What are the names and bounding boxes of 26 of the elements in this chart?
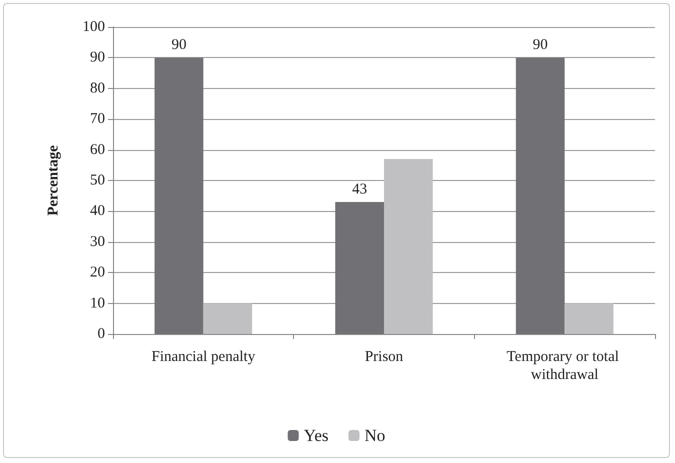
bar [564, 303, 614, 334]
data-label: 43 [352, 181, 368, 198]
y-tick-label: 100 [82, 19, 105, 35]
y-tick-label: 40 [90, 203, 105, 220]
y-tick-label: 50 [90, 172, 105, 188]
y-tick-label: 20 [90, 264, 105, 281]
x-tick-label: Prison [364, 349, 404, 365]
y-tick-label: 70 [90, 111, 105, 128]
bar [335, 202, 384, 334]
x-tick-label: Temporary or total withdrawal [506, 349, 623, 383]
bar [516, 58, 565, 334]
data-label: 90 [171, 37, 186, 54]
x-tick-label: Financial penalty [151, 349, 256, 365]
y-axis-title: Percentage [46, 144, 62, 216]
bar [384, 159, 433, 334]
y-tick-label: 10 [90, 295, 105, 312]
y-tick-label: 90 [90, 50, 105, 66]
y-tick-label: 60 [90, 142, 105, 158]
legend-label: No [364, 426, 386, 445]
y-tick-label: 30 [90, 234, 105, 250]
y-tick-label: 0 [98, 326, 105, 342]
data-label: 90 [532, 37, 548, 54]
bar [203, 303, 252, 334]
y-tick-label: 80 [90, 80, 105, 96]
bar [154, 58, 204, 334]
legend-label: Yes [304, 426, 328, 445]
